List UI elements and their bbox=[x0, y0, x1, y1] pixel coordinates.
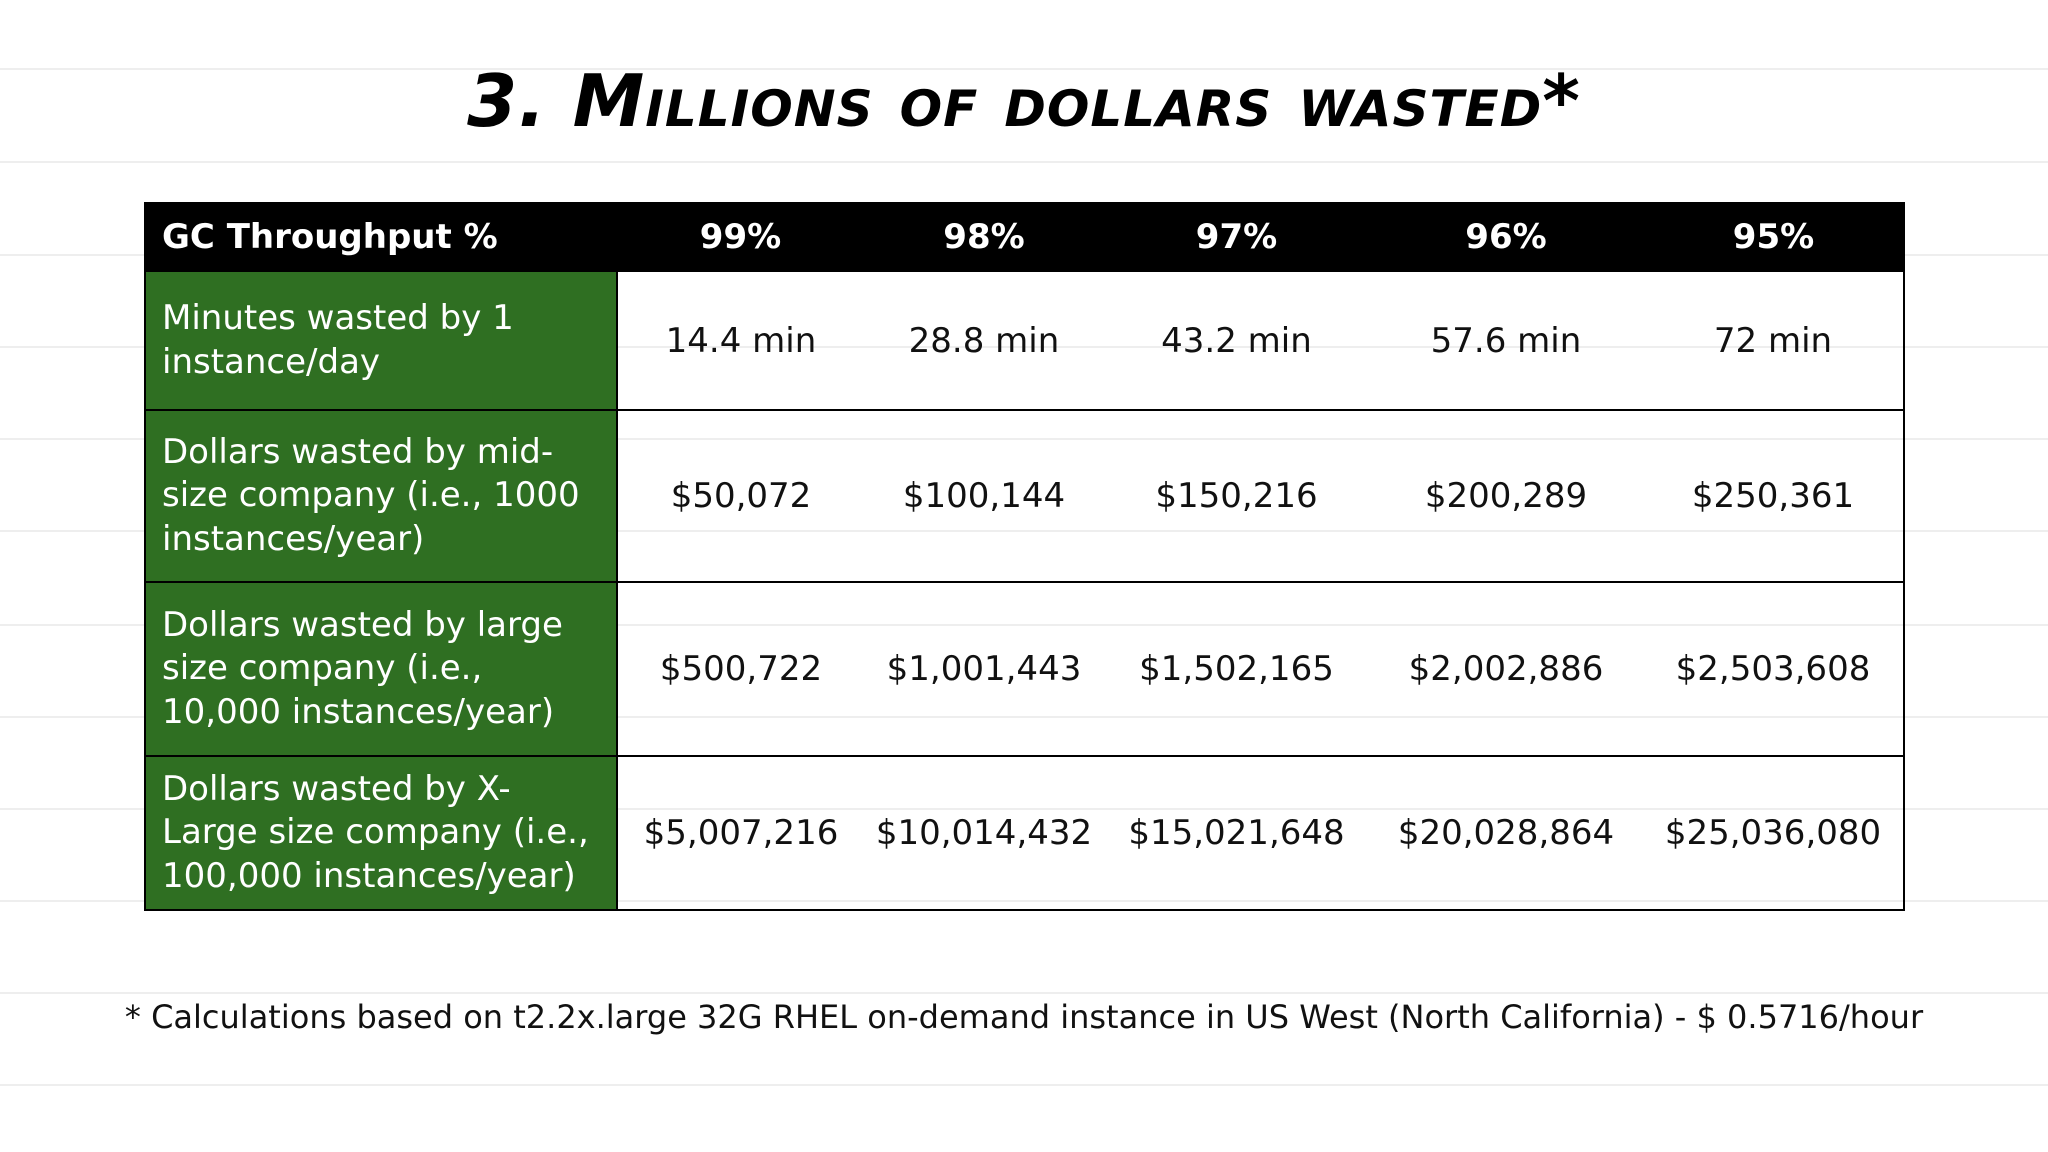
row-label: Minutes wasted by 1 instance/day bbox=[144, 270, 618, 411]
page-title: 3. Millions of dollars wasted* bbox=[467, 59, 1581, 143]
table-cell: $2,002,886 bbox=[1369, 581, 1643, 757]
row-label: Dollars wasted by X-Large size company (… bbox=[144, 755, 618, 911]
table-cell: $2,503,608 bbox=[1643, 581, 1905, 757]
table-cell: 72 min bbox=[1643, 270, 1905, 411]
table-cell: $50,072 bbox=[617, 409, 864, 583]
table-row: Dollars wasted by mid-size company (i.e.… bbox=[144, 409, 1905, 583]
table-cell: $150,216 bbox=[1104, 409, 1369, 583]
ruled-line bbox=[0, 992, 2048, 994]
row-label: Dollars wasted by mid-size company (i.e.… bbox=[144, 409, 618, 583]
ruled-line bbox=[0, 161, 2048, 163]
footnote: * Calculations based on t2.2x.large 32G … bbox=[124, 998, 1924, 1036]
ruled-line bbox=[0, 1084, 2048, 1086]
header-cell-99: 99% bbox=[616, 202, 865, 272]
table-cell: $1,502,165 bbox=[1104, 581, 1369, 757]
throughput-cost-table: GC Throughput % 99% 98% 97% 96% 95% Minu… bbox=[144, 202, 1905, 911]
ruled-line bbox=[0, 68, 2048, 70]
header-cell-98: 98% bbox=[863, 202, 1105, 272]
table-cell: $25,036,080 bbox=[1643, 755, 1905, 911]
table-cell: $500,722 bbox=[617, 581, 864, 757]
table-cell: $20,028,864 bbox=[1369, 755, 1643, 911]
table-cell: 43.2 min bbox=[1104, 270, 1369, 411]
header-cell-95: 95% bbox=[1642, 202, 1905, 272]
table-cell: $15,021,648 bbox=[1104, 755, 1369, 911]
table-row: Minutes wasted by 1 instance/day 14.4 mi… bbox=[144, 270, 1905, 411]
table-row: Dollars wasted by large size company (i.… bbox=[144, 581, 1905, 757]
table-cell: $10,014,432 bbox=[864, 755, 1104, 911]
table-row: Dollars wasted by X-Large size company (… bbox=[144, 755, 1905, 911]
table-cell: $100,144 bbox=[864, 409, 1104, 583]
table-cell: 14.4 min bbox=[617, 270, 864, 411]
header-cell-row-label: GC Throughput % bbox=[144, 202, 618, 272]
table-cell: 28.8 min bbox=[864, 270, 1104, 411]
header-cell-97: 97% bbox=[1103, 202, 1370, 272]
table-cell: $5,007,216 bbox=[617, 755, 864, 911]
table-cell: $1,001,443 bbox=[864, 581, 1104, 757]
header-cell-96: 96% bbox=[1368, 202, 1644, 272]
table-header-row: GC Throughput % 99% 98% 97% 96% 95% bbox=[144, 202, 1905, 272]
row-label: Dollars wasted by large size company (i.… bbox=[144, 581, 618, 757]
table-cell: $200,289 bbox=[1369, 409, 1643, 583]
table-cell: $250,361 bbox=[1643, 409, 1905, 583]
table-cell: 57.6 min bbox=[1369, 270, 1643, 411]
